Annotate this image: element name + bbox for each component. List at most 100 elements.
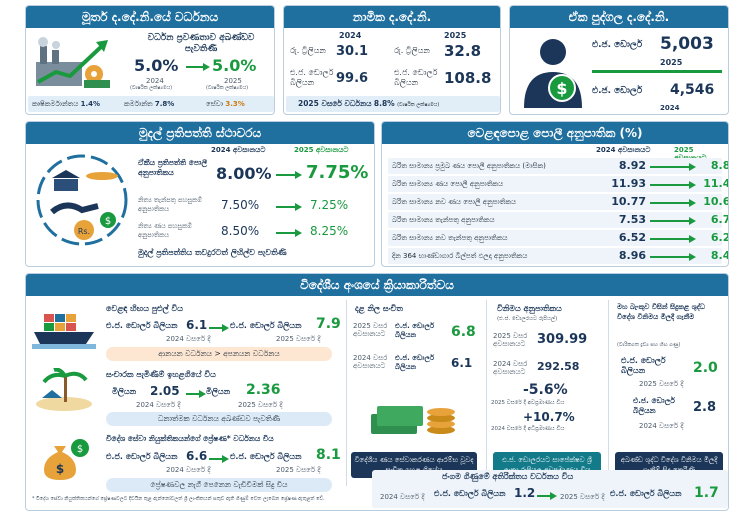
reserves-2025-unit: එ.ජ. ඩොලර් බිලියන (395, 322, 435, 339)
fx-appreciation-label: 2024 වසරේ දී අධිප්‍රමාණය විය (491, 426, 565, 432)
fx-depreciation: -5.6% (523, 382, 568, 398)
real-gdp-title: මූර්ත ද.දේ.නි.යේ වර්ධනය (26, 6, 274, 28)
trade-unit-2025: එ.ජ. ඩොලර් බිලියන (230, 321, 302, 330)
real-gdp-arrow (186, 63, 210, 71)
monetary-r3-label: නිත්‍ය ණය පහසුකම් අනුපාතිකය (138, 222, 193, 239)
per-capita-panel: ඒක පුද්ගල ද.දේ.නි. $ එ.ජ. ඩොලර් 5,003 20… (509, 5, 729, 115)
nominal-gdp-panel: නාමික ද.දේ.නි. 2024 2025 රු. ට්‍රිලියන 3… (283, 5, 501, 115)
monetary-r3-2024: 8.50% (221, 224, 260, 238)
services-label: සේවා (206, 100, 224, 108)
rate-row-2024: 11.93 (611, 177, 646, 190)
reserves-2024-unit: එ.ජ. ඩොලර් බිලියන (395, 354, 435, 371)
monetary-r2-2024: 7.50% (221, 198, 260, 212)
trade-2025: 7.9 (316, 316, 341, 332)
tourism-2025-year: 2025 වසරේ දී (238, 401, 283, 409)
reserves-2024: 6.1 (451, 356, 473, 370)
real-gdp-2024-sub: (වාර්ෂික ලක්ෂ්‍යමය) (130, 85, 173, 91)
industry-label: කර්මාන්ත (124, 100, 153, 108)
cb-purchases-block: මහ බැංකුව විසින් සිදුකළ ශුද්ධ විදේශ විනි… (608, 300, 726, 486)
rate-row-2025: 11.48 (703, 177, 728, 190)
nominal-rs-2024: 30.1 (336, 44, 369, 59)
sector-strip: කෘෂිකර්මාන්තය 1.4% කර්මාන්ත 7.8% සේවා 3.… (28, 96, 274, 112)
tourism-label: සංචාරක පැමිණීම් ඉහළගියේ විය (106, 370, 216, 379)
monetary-r1-arrow (276, 171, 302, 179)
real-gdp-2024-year: 2024 (146, 77, 164, 85)
current-account-block: ජංගම ගිණුමේ අතිරික්තය වර්ධනය විය 2024 වස… (372, 470, 728, 508)
monetary-footer: මුදල් ප්‍රතිපත්තිය තවදුරටත් ලිහිල්ව පැවත… (138, 248, 287, 257)
cargo-ship-icon (32, 314, 96, 349)
per-capita-2024-year: 2024 (660, 104, 680, 112)
agri-item: කෘෂිකර්මාන්තය 1.4% (32, 96, 100, 112)
cb-2025-label: 2025 වසරේ දී (639, 380, 684, 388)
rate-row-2025: 6.78 (710, 213, 728, 226)
svg-text:$: $ (77, 444, 83, 455)
svg-text:$: $ (56, 462, 64, 476)
rate-row: බරිත සාමාන්‍ය ප්‍රමුඛ ණය පොලී අනුපාතිකය … (388, 158, 728, 174)
external-title: විදේශීය අංශයේ ක්‍රියාකාරිත්වය (26, 274, 728, 296)
cb-2024: 2.8 (693, 400, 717, 415)
rates-2024-head: 2024 අවසානයට (596, 146, 651, 154)
svg-text:Rs.: Rs. (78, 227, 90, 236)
rate-row-arrow (650, 253, 696, 261)
nominal-usd-2024: 99.6 (336, 71, 369, 86)
trade-unit-2024: එ.ජ. ඩොලර් බිලියන (106, 321, 178, 330)
rate-row-arrow (650, 235, 696, 243)
per-capita-unit-2024: එ.ජ. ඩොලර් (592, 86, 643, 96)
nominal-usd-2025: 108.8 (444, 69, 492, 87)
rate-row-2024: 6.52 (618, 231, 646, 244)
real-gdp-2025-year: 2025 (224, 77, 242, 85)
per-capita-2024: 4,546 (670, 82, 715, 98)
rate-row: බරිත සාමාන්‍ය ණය පොලී අනුපාතිකය 11.93 11.4… (388, 176, 728, 192)
monetary-title: මුදල් ප්‍රතිපත්ති ස්ථාවරය (26, 122, 374, 144)
ca-arrow (537, 492, 557, 500)
monetary-r2-label: නිත්‍ය තැන්පතු පහසුකම් අනුපාතිකය (138, 196, 203, 213)
rate-row-label: බරිත සාමාන්‍ය නව තැන්පතු අනුපාතිකය (392, 234, 508, 242)
rate-row-label: බරිත සාමාන්‍ය ණය පොලී අනුපාතිකය (392, 180, 504, 188)
fx-subtitle: (එ.ජ. ඩොලරයට රුපියල්) (497, 316, 558, 322)
real-gdp-2025-sub: (වාර්ෂික ලක්ෂ්‍යමය) (206, 85, 249, 91)
monetary-r2-2025: 7.25% (310, 198, 349, 212)
rate-row: බරිත සාමාන්‍ය තැන්පතු අනුපාතිකය 7.53 6.78 (388, 212, 728, 228)
monetary-r1-label: ඒකීය ප්‍රතිපත්ති පොලී අනුපාතිකය (138, 158, 208, 177)
rate-row-2025: 10.69 (703, 195, 728, 208)
services-item: සේවා 3.3% (206, 96, 245, 112)
cb-2024-label: 2024 වසරේ දී (639, 422, 684, 430)
agri-value: 1.4% (80, 100, 101, 108)
remit-note: ප්‍රේෂණවල නැගී පෙනෙන වැඩිවීමක් සිදු විය (106, 478, 332, 492)
trade-2024: 6.1 (186, 318, 208, 332)
ca-unit-2025: එ.ජ. ඩොලර් බිලියන (610, 489, 682, 498)
interest-rates-panel: වෙළඳපොළ පොලී අනුපාතික (%) 2024 අවසානයට 2… (381, 121, 729, 267)
ca-2025-label: 2025 වසරේ දී (560, 493, 605, 501)
services-value: 3.3% (225, 100, 245, 108)
svg-text:$: $ (105, 216, 111, 227)
bank-exchange-icon: Rs. $ (36, 154, 128, 246)
ca-unit-2024: එ.ජ. ඩොලර් බිලියන (434, 489, 506, 498)
nominal-rs-label-2025: රු. ට්‍රිලියන (394, 46, 430, 55)
monetary-r1-2024: 8.00% (216, 164, 272, 183)
factory-icon (36, 37, 110, 88)
nominal-gdp-title: නාමික ද.දේ.නි. (284, 6, 500, 28)
beach-tourism-icon (36, 368, 92, 411)
rate-row-2024: 10.77 (611, 195, 646, 208)
fx-2024-label: 2024 වසර අවසානයට (493, 360, 528, 376)
rate-row-2024: 8.92 (618, 159, 646, 172)
rate-row-label: බරිත සාමාන්‍ය තැන්පතු අනුපාතිකය (392, 216, 495, 224)
monetary-r1-2025: 7.75% (306, 162, 369, 183)
real-gdp-2025-value: 5.0% (212, 56, 257, 75)
nominal-growth-strip: 2025 වසරේ වර්ධනය 8.8% (වාර්ෂික ලක්ෂ්‍යමය… (286, 96, 500, 112)
trade-2024-year: 2024 වසරේ දී (166, 335, 211, 343)
rate-row-arrow (650, 181, 696, 189)
nominal-2024-year: 2024 (339, 31, 362, 40)
per-capita-bar (592, 70, 722, 73)
nominal-usd-label-2025: එ.ජ. ඩොලර් බිලියන (394, 68, 438, 87)
fx-appreciation: +10.7% (523, 410, 575, 424)
per-capita-title: ඒක පුද්ගල ද.දේ.නි. (510, 6, 728, 28)
reserves-title: දළ නිල සංචිත (355, 304, 403, 313)
cb-title: මහ බැංකුව විසින් සිදුකළ ශුද්ධ විදේශ විනි… (617, 303, 705, 321)
rate-row-2025: 8.87 (710, 159, 728, 172)
trade-arrow (209, 324, 229, 332)
remit-2024: 6.6 (186, 449, 208, 463)
ca-2025: 1.7 (694, 485, 719, 501)
rate-row-arrow (650, 217, 696, 225)
reserves-2025-label: 2025 වසර අවසානයට (353, 322, 388, 338)
